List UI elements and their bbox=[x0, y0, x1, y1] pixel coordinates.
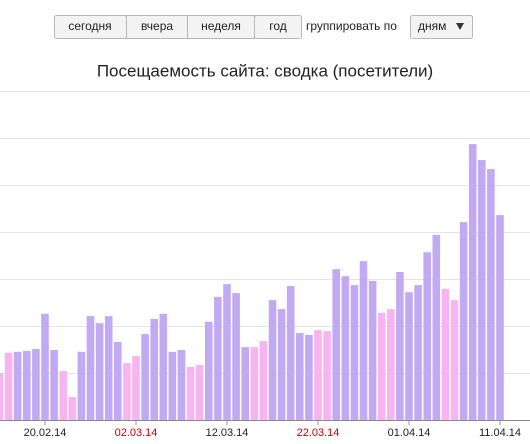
bar bbox=[104, 316, 113, 420]
button-label: сегодня bbox=[68, 19, 111, 33]
bar bbox=[59, 371, 67, 420]
bar bbox=[496, 215, 504, 420]
bar bbox=[478, 160, 486, 420]
bar bbox=[414, 285, 422, 420]
bar bbox=[223, 284, 231, 420]
bar bbox=[405, 292, 413, 420]
bar bbox=[432, 234, 441, 420]
chart-title: Посещаемость сайта: сводка (посетители) bbox=[97, 61, 433, 80]
bar bbox=[205, 321, 213, 420]
bar bbox=[332, 269, 340, 420]
bar bbox=[241, 347, 249, 420]
bar bbox=[32, 349, 40, 420]
bar bbox=[132, 356, 140, 420]
button-label: неделя bbox=[201, 19, 241, 33]
dropdown-arrow bbox=[456, 23, 464, 30]
x-tick-label: 01.04.14 bbox=[388, 427, 431, 439]
bar bbox=[259, 341, 268, 420]
bar bbox=[195, 365, 204, 420]
bar bbox=[350, 285, 359, 420]
group-label: группировать по bbox=[306, 19, 397, 33]
bar bbox=[441, 288, 450, 420]
bar bbox=[114, 341, 122, 420]
button-yesterday[interactable]: вчера bbox=[126, 15, 188, 39]
bar bbox=[368, 280, 377, 420]
button-today[interactable]: сегодня bbox=[54, 15, 127, 39]
bar bbox=[268, 300, 277, 420]
bar bbox=[0, 373, 4, 420]
x-tick-label: 11.04.14 bbox=[479, 427, 521, 439]
bar bbox=[95, 323, 104, 420]
bar bbox=[4, 352, 13, 420]
bar bbox=[305, 334, 313, 420]
bar bbox=[277, 309, 286, 420]
bar bbox=[323, 331, 331, 420]
bar bbox=[168, 351, 177, 420]
x-tick-label: 12.03.14 bbox=[206, 427, 249, 439]
button-label: год bbox=[269, 19, 287, 33]
bar bbox=[123, 363, 131, 420]
bar bbox=[50, 349, 58, 420]
x-tick-label: 22.03.14 bbox=[297, 427, 340, 439]
bar bbox=[23, 350, 31, 420]
bar bbox=[68, 396, 77, 420]
bar bbox=[423, 252, 431, 420]
bar bbox=[341, 276, 350, 420]
bar bbox=[468, 144, 477, 421]
group-select[interactable]: дням bbox=[410, 15, 473, 39]
bar bbox=[86, 316, 95, 420]
bar bbox=[232, 293, 240, 420]
x-tick-label: 02.03.14 bbox=[115, 427, 158, 439]
button-year[interactable]: год bbox=[254, 15, 302, 39]
bar bbox=[159, 313, 168, 420]
bar bbox=[359, 261, 368, 420]
button-week[interactable]: неделя bbox=[187, 15, 255, 39]
select-label: дням bbox=[418, 19, 446, 33]
bar bbox=[41, 313, 49, 420]
bar bbox=[177, 349, 186, 420]
bar bbox=[286, 286, 295, 420]
bar bbox=[13, 351, 22, 420]
bar bbox=[314, 330, 322, 420]
bar bbox=[296, 333, 304, 420]
bar bbox=[450, 300, 459, 420]
bar bbox=[459, 222, 468, 420]
bar bbox=[396, 271, 404, 420]
bar bbox=[387, 309, 395, 420]
bar bbox=[214, 296, 222, 420]
bar bbox=[377, 312, 386, 420]
bar bbox=[487, 169, 495, 420]
bar bbox=[250, 347, 259, 420]
bar bbox=[186, 366, 195, 420]
x-tick-label: 20.02.14 bbox=[24, 427, 67, 439]
bar bbox=[150, 318, 158, 420]
bar bbox=[77, 351, 86, 420]
button-label: вчера bbox=[141, 19, 173, 33]
bar bbox=[141, 333, 149, 420]
